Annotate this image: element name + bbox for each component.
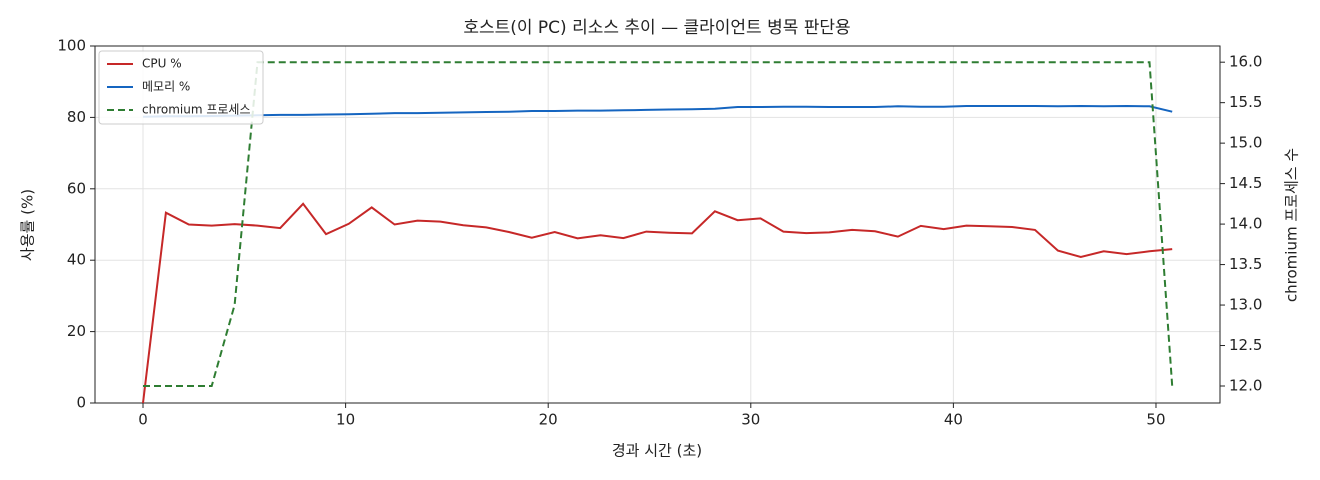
y-tick-label: 20 <box>67 322 86 340</box>
legend-label: chromium 프로세스 <box>142 103 251 117</box>
y2-tick-label: 14.5 <box>1229 174 1262 192</box>
y-tick-label: 0 <box>76 394 86 412</box>
y2-tick-label: 15.0 <box>1229 134 1262 152</box>
plot-frame <box>94 45 1221 404</box>
legend-box <box>98 50 264 125</box>
series-line <box>142 104 1173 118</box>
x-tick-label: 20 <box>539 411 558 429</box>
legend-label: CPU % <box>142 57 182 71</box>
y-tick-label: 60 <box>67 179 86 197</box>
series-line <box>142 202 1173 404</box>
chart-title: 호스트(이 PC) 리소스 추이 — 클라이언트 병목 판단용 <box>463 18 850 38</box>
x-tick-label: 50 <box>1146 411 1165 429</box>
y-axis-label: 사용률 (%) <box>19 189 37 261</box>
y-tick-label: 40 <box>67 251 86 269</box>
y2-tick-label: 13.5 <box>1229 255 1262 273</box>
x-tick-label: 30 <box>741 411 760 429</box>
y2-tick-label: 14.0 <box>1229 215 1262 233</box>
y2-axis-label: chromium 프로세스 수 <box>1283 148 1301 302</box>
series-line <box>143 61 1174 387</box>
y2-tick-label: 16.0 <box>1229 53 1262 71</box>
y2-tick-label: 13.0 <box>1229 296 1262 314</box>
x-tick-label: 10 <box>336 411 355 429</box>
y-tick-label: 80 <box>67 108 86 126</box>
y2-tick-label: 15.5 <box>1229 93 1262 111</box>
legend-label: 메모리 % <box>142 80 190 94</box>
y-tick-label: 100 <box>57 37 86 55</box>
y2-tick-label: 12.0 <box>1229 377 1262 395</box>
x-tick-label: 0 <box>138 411 148 429</box>
x-tick-label: 40 <box>944 411 963 429</box>
y2-tick-label: 12.5 <box>1229 336 1262 354</box>
x-axis-label: 경과 시간 (초) <box>612 442 702 460</box>
